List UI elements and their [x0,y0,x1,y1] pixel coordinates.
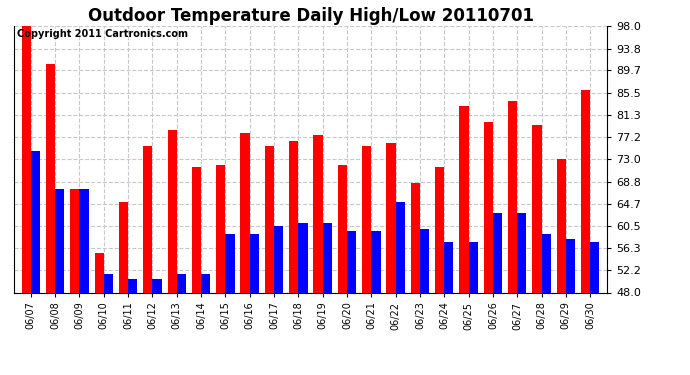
Bar [395,202,405,292]
Bar [557,159,566,292]
Bar [128,279,137,292]
Bar [518,213,526,292]
Bar [566,239,575,292]
Title: Outdoor Temperature Daily High/Low 20110701: Outdoor Temperature Daily High/Low 20110… [88,7,533,25]
Bar [420,229,429,292]
Bar [250,234,259,292]
Bar [95,253,103,292]
Bar [192,167,201,292]
Bar [240,133,250,292]
Bar [362,146,371,292]
Bar [493,213,502,292]
Bar [508,101,518,292]
Bar [386,143,395,292]
Bar [469,242,477,292]
Bar [313,135,323,292]
Bar [70,189,79,292]
Bar [21,26,31,292]
Bar [444,242,453,292]
Bar [55,189,64,292]
Bar [144,146,152,292]
Bar [337,165,347,292]
Bar [31,152,40,292]
Bar [79,189,89,292]
Text: Copyright 2011 Cartronics.com: Copyright 2011 Cartronics.com [17,29,188,39]
Bar [104,274,113,292]
Bar [581,90,590,292]
Bar [532,125,542,292]
Bar [274,226,284,292]
Bar [484,122,493,292]
Bar [201,274,210,292]
Bar [298,223,308,292]
Bar [323,223,332,292]
Bar [289,141,298,292]
Bar [216,165,226,292]
Bar [371,231,381,292]
Bar [168,130,177,292]
Bar [177,274,186,292]
Bar [411,183,420,292]
Bar [226,234,235,292]
Bar [265,146,274,292]
Bar [46,63,55,292]
Bar [542,234,551,292]
Bar [435,167,444,292]
Bar [460,106,469,292]
Bar [590,242,600,292]
Bar [347,231,356,292]
Bar [152,279,161,292]
Bar [119,202,128,292]
